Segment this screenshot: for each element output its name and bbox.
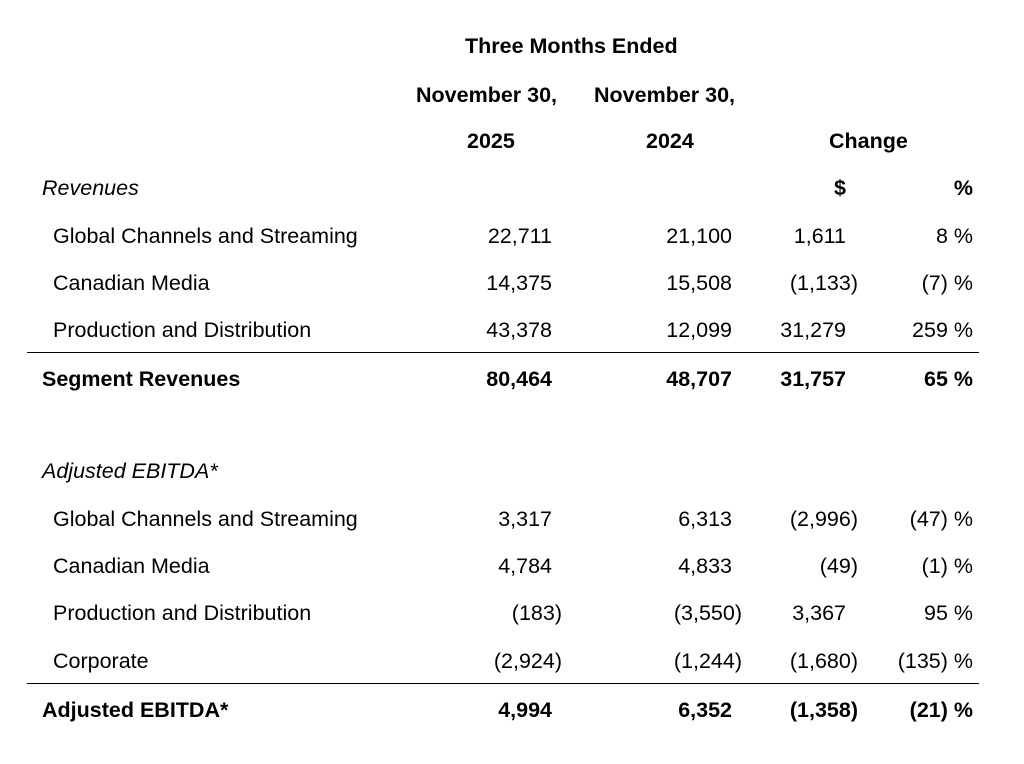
ebitda-section-label: Adjusted EBITDA* — [42, 459, 218, 483]
total-2024: 6,352 — [678, 698, 732, 722]
row-label: Production and Distribution — [53, 601, 312, 625]
change-dollar: (1,680) — [789, 649, 858, 673]
row-label: Production and Distribution — [53, 318, 312, 342]
total-2024: 48,707 — [666, 367, 732, 391]
total-2025: 4,994 — [498, 698, 552, 722]
value-2024: 12,099 — [666, 318, 732, 342]
total-change-dollar: (1,358) — [789, 698, 858, 722]
col1-year-heading: 2025 — [467, 129, 515, 153]
subtotal-divider — [27, 352, 979, 353]
value-2024: 15,508 — [666, 271, 732, 295]
value-2025: (183) — [511, 601, 562, 625]
row-label: Global Channels and Streaming — [53, 224, 358, 248]
row-label: Global Channels and Streaming — [53, 507, 358, 531]
value-2025: 4,784 — [498, 554, 552, 578]
change-dollar: 31,279 — [780, 318, 846, 342]
value-2025: 3,317 — [498, 507, 552, 531]
change-dollar: (2,996) — [789, 507, 858, 531]
change-percent: (47) % — [909, 507, 973, 531]
col1-date-heading: November 30, — [416, 83, 558, 107]
col2-date-heading: November 30, — [594, 83, 736, 107]
row-label: Canadian Media — [53, 271, 210, 295]
change-percent: (1) % — [921, 554, 973, 578]
change-percent: 95 % — [923, 601, 973, 625]
change-dollar: 3,367 — [792, 601, 846, 625]
row-label: Corporate — [53, 649, 149, 673]
total-change-dollar: 31,757 — [780, 367, 846, 391]
dollar-heading: $ — [834, 176, 846, 200]
revenues-section-label: Revenues — [42, 176, 139, 200]
value-2025: 22,711 — [487, 224, 552, 248]
value-2025: (2,924) — [493, 649, 562, 673]
value-2025: 14,375 — [486, 271, 552, 295]
total-divider — [27, 683, 979, 684]
total-label: Segment Revenues — [42, 367, 241, 391]
change-percent: 8 % — [935, 224, 973, 248]
change-dollar: (1,133) — [789, 271, 858, 295]
row-label: Canadian Media — [53, 554, 210, 578]
total-change-percent: (21) % — [909, 698, 973, 722]
percent-heading: % — [953, 176, 973, 200]
value-2024: (3,550) — [673, 601, 742, 625]
period-heading: Three Months Ended — [465, 34, 678, 58]
total-change-percent: 65 % — [923, 367, 973, 391]
change-percent: (7) % — [921, 271, 973, 295]
change-percent: (135) % — [897, 649, 973, 673]
col2-year-heading: 2024 — [646, 129, 694, 153]
value-2024: 4,833 — [678, 554, 732, 578]
value-2024: (1,244) — [673, 649, 742, 673]
value-2024: 21,100 — [666, 224, 732, 248]
value-2024: 6,313 — [678, 507, 732, 531]
change-dollar: (49) — [819, 554, 858, 578]
total-label: Adjusted EBITDA* — [42, 698, 229, 722]
change-heading: Change — [829, 129, 908, 153]
total-2025: 80,464 — [486, 367, 552, 391]
value-2025: 43,378 — [486, 318, 552, 342]
change-dollar: 1,611 — [793, 224, 846, 248]
change-percent: 259 % — [912, 318, 973, 342]
